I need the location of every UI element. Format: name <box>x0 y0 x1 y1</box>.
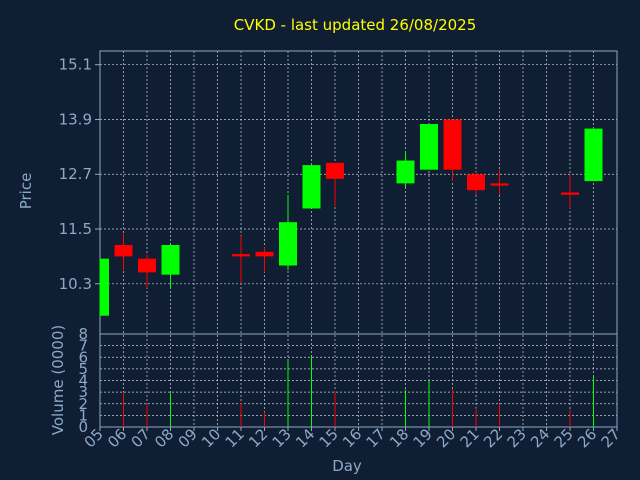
candle-day-13 <box>279 194 297 271</box>
price-axis-label: Price <box>17 173 35 210</box>
candle-body <box>467 174 485 191</box>
price-tick-label: 10.3 <box>59 275 92 293</box>
volume-tick-label: 5 <box>78 360 88 378</box>
volume-tick-label: 3 <box>78 383 88 401</box>
candle-body <box>443 119 462 170</box>
volume-bars-layer <box>123 356 594 427</box>
candle-body <box>100 258 109 316</box>
candle-body <box>561 192 579 195</box>
volume-tick-label: 2 <box>78 395 88 413</box>
candles-layer <box>99 119 603 316</box>
candle-day-21 <box>467 171 485 195</box>
price-tick-label: 15.1 <box>59 56 92 74</box>
candle-day-20 <box>443 119 462 182</box>
candle-body <box>396 160 415 184</box>
candle-day-14 <box>302 165 321 209</box>
chart-title: CVKD - last updated 26/08/2025 <box>234 16 477 34</box>
candle-body <box>138 258 156 273</box>
candle-body <box>114 244 133 257</box>
volume-tick-label: 0 <box>78 418 88 436</box>
price-tick-label: 12.7 <box>59 165 92 183</box>
candle-body <box>326 162 344 179</box>
candle-day-5 <box>99 258 109 316</box>
candle-body <box>420 124 438 170</box>
candle-day-19 <box>420 124 438 170</box>
candle-day-6 <box>114 233 133 271</box>
candle-day-25 <box>561 174 579 209</box>
volume-tick-label: 1 <box>78 406 88 424</box>
candle-body <box>279 222 297 266</box>
candle-body <box>490 183 509 186</box>
candle-body <box>302 165 321 209</box>
candle-body <box>232 254 250 257</box>
candle-body <box>161 244 180 275</box>
volume-axis-label: Volume (0000) <box>49 325 67 435</box>
candle-day-11 <box>232 235 250 284</box>
volume-tick-label: 8 <box>78 325 88 343</box>
candle-day-18 <box>396 151 415 188</box>
x-axis-label: Day <box>332 457 362 475</box>
volume-tick-label: 7 <box>78 337 88 355</box>
volume-tick-label: 6 <box>78 348 88 366</box>
candle-day-15 <box>326 162 344 207</box>
candle-body <box>255 251 274 257</box>
candle-day-26 <box>584 128 603 182</box>
candle-body <box>584 128 603 182</box>
candle-day-22 <box>490 169 509 195</box>
volume-tick-label: 4 <box>78 372 88 390</box>
price-tick-label: 13.9 <box>59 110 92 128</box>
candle-day-12 <box>255 247 274 273</box>
candle-day-8 <box>161 244 180 289</box>
price-tick-label: 11.5 <box>59 220 92 238</box>
candle-day-7 <box>138 254 156 289</box>
